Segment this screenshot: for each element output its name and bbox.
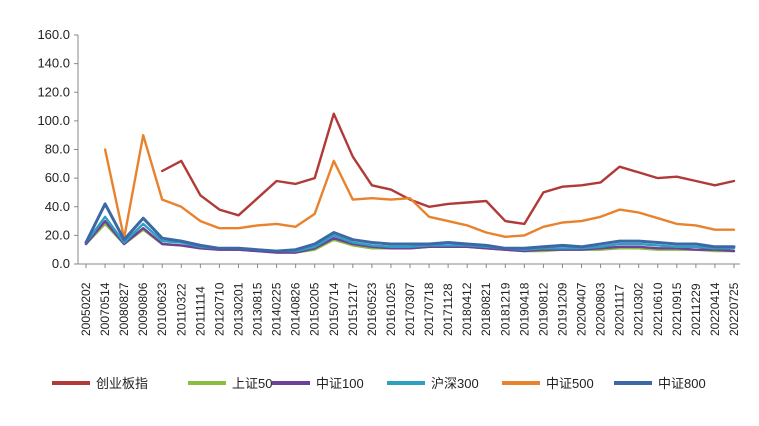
x-tick-label: 20130815 [251,282,265,336]
series-lines [84,112,736,254]
y-tick-label: 60.0 [45,170,70,185]
y-tick-label: 160.0 [37,27,70,42]
x-tick-label: 20080827 [117,282,131,336]
series-line-5 [84,202,736,253]
x-tick-label: 20120710 [212,282,226,336]
y-tick-label: 0.0 [52,256,70,271]
y-tick-label: 140.0 [37,56,70,71]
y-tick-label: 40.0 [45,199,70,214]
x-tick-label: 20140826 [289,282,303,336]
x-tick-label: 20111114 [193,286,207,336]
x-tick-label: 20090806 [136,282,150,336]
x-tick-label: 20201117 [613,284,627,336]
legend-label-4: 中证500 [546,376,594,391]
legend-label-0: 创业板指 [96,376,148,391]
x-tick-label: 20220414 [708,282,722,336]
x-tick-label: 20181219 [498,282,512,336]
x-tick-label: 20170718 [422,282,436,336]
x-tick-label: 20180412 [460,282,474,336]
x-tick-label: 20180821 [479,282,493,336]
x-tick-label: 20191209 [555,282,569,336]
series-line-2 [84,219,736,254]
legend-label-3: 沪深300 [431,376,479,391]
x-tick-label: 20190812 [536,282,550,336]
x-tick-label: 20070514 [98,282,112,336]
x-tick-label: 20151217 [346,282,360,336]
x-tick-label: 20220725 [727,282,741,336]
series-line-4 [103,134,736,240]
x-tick-label: 20160523 [365,282,379,336]
y-tick-label: 120.0 [37,84,70,99]
x-tick-label: 20100623 [155,282,169,336]
y-tick-label: 80.0 [45,142,70,157]
x-tick-label: 20170307 [403,282,417,336]
legend-label-2: 中证100 [316,376,364,391]
x-tick-label: 20140225 [270,282,284,336]
y-tick-label: 100.0 [37,113,70,128]
x-tick-label: 20110322 [174,283,188,336]
x-tick-label: 20200407 [575,282,589,336]
chart-axes [77,35,740,265]
legend-label-5: 中证800 [658,376,706,391]
y-axis-ticks: 0.0 20.0 40.0 60.0 80.0 100.0 120.0 140.0 160.0 [37,27,78,271]
series-line-0 [161,112,736,226]
legend: 创业板指 上证50 中证100 沪深300 中证500 中证800 [52,376,706,391]
x-tick-label: 20150205 [308,282,322,336]
x-tick-label: 20190418 [517,282,531,336]
x-tick-label: 20171128 [441,283,455,336]
x-tick-label: 20150714 [327,282,341,336]
x-tick-label: 20210610 [651,282,665,336]
x-axis-ticks: 20050202 20070514 20080827 20090806 20100623… [79,264,741,336]
y-tick-label: 20.0 [45,227,70,242]
legend-label-1: 上证50 [232,376,272,391]
x-tick-label: 20211229 [689,283,703,336]
x-tick-label: 20210302 [632,282,646,336]
x-tick-label: 20050202 [79,282,93,336]
x-tick-label: 20200803 [594,282,608,336]
x-tick-label: 20161025 [384,282,398,336]
x-tick-label: 20130201 [231,282,245,336]
x-tick-label: 20210915 [670,282,684,336]
